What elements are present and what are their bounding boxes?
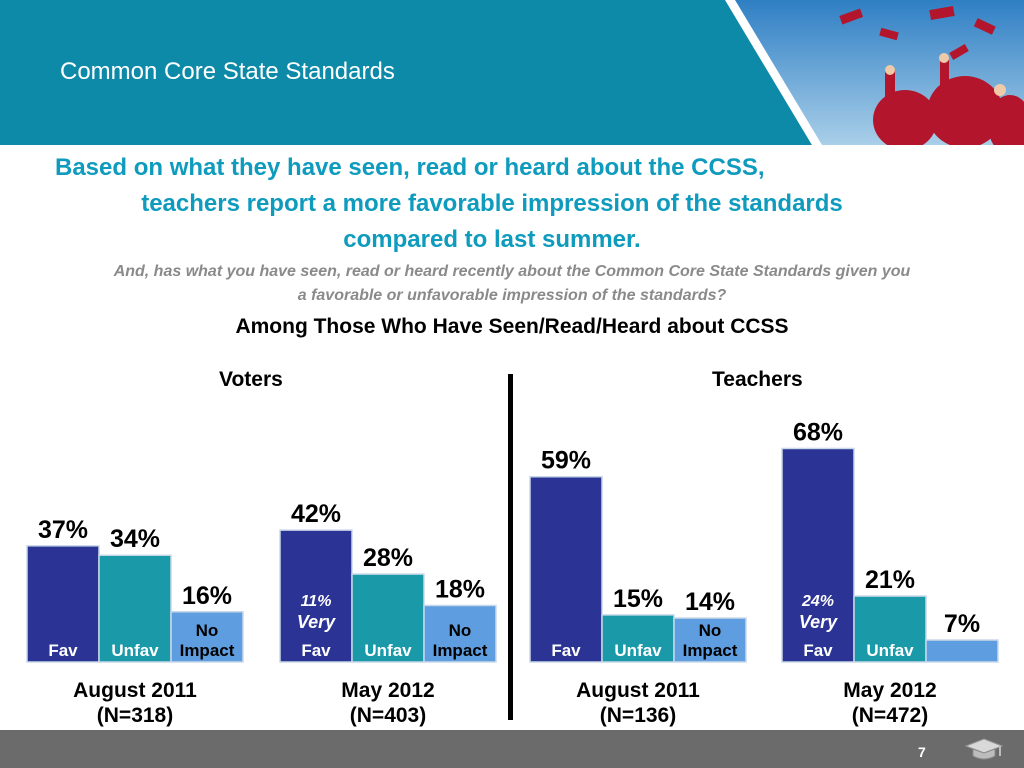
bar-fav xyxy=(781,447,855,663)
bar-label: Fav xyxy=(301,641,331,660)
value-label: 21% xyxy=(865,566,915,594)
bar-label: Unfav xyxy=(364,641,412,660)
group-label: August 2011 xyxy=(576,679,700,702)
bar-label: Fav xyxy=(803,641,833,660)
very-value: 11% xyxy=(301,593,332,610)
group-sample-size: (N=136) xyxy=(600,704,676,727)
group-label: August 2011 xyxy=(73,679,197,702)
chart-subtitle: Among Those Who Have Seen/Read/Heard abo… xyxy=(235,315,789,338)
bar-unfav xyxy=(853,595,927,663)
bar-label: No xyxy=(449,621,472,640)
headline-line-1: Based on what they have seen, read or he… xyxy=(55,154,765,181)
page-number: 7 xyxy=(918,744,926,760)
group-label: May 2012 xyxy=(341,679,434,702)
group-title-teachers: Teachers xyxy=(712,368,803,391)
value-label: 18% xyxy=(435,575,485,603)
very-label: Very xyxy=(297,612,336,632)
bar-label: Impact xyxy=(433,641,488,660)
group-sample-size: (N=472) xyxy=(852,704,928,727)
headline-line-3: compared to last summer. xyxy=(343,226,641,253)
bar-no-impact xyxy=(673,617,747,663)
value-label: 68% xyxy=(793,418,843,446)
bar-label: Unfav xyxy=(111,641,159,660)
value-label: 37% xyxy=(38,516,88,544)
headline-line-2: teachers report a more favorable impress… xyxy=(141,190,843,217)
bar-label: Fav xyxy=(551,641,581,660)
bar-fav xyxy=(26,545,100,663)
bar-label: Impact xyxy=(180,641,235,660)
bar-label: Impact xyxy=(683,641,738,660)
bar-no-impact xyxy=(925,639,999,663)
graduation-cap-icon xyxy=(964,738,1004,760)
value-label: 15% xyxy=(613,585,663,613)
bar-label: Unfav xyxy=(866,641,914,660)
bar-no-impact xyxy=(423,604,497,663)
value-label: 59% xyxy=(541,447,591,475)
value-label: 42% xyxy=(291,500,341,528)
very-label: Very xyxy=(799,612,838,632)
bar-unfav xyxy=(601,614,675,663)
bar-label: No xyxy=(699,621,722,640)
headline: Based on what they have seen, read or he… xyxy=(20,150,964,258)
bar-unfav xyxy=(351,573,425,663)
group-divider xyxy=(508,374,513,720)
question-line-1: And, has what you have seen, read or hea… xyxy=(113,263,911,280)
bar-fav xyxy=(529,475,603,663)
bar-label: No xyxy=(196,621,219,640)
value-label: 7% xyxy=(944,610,980,638)
group-title-voters: Voters xyxy=(219,368,283,391)
question-line-2: a favorable or unfavorable impression of… xyxy=(297,287,727,304)
survey-question: And, has what you have seen, read or hea… xyxy=(12,260,1012,308)
slide-title: Common Core State Standards xyxy=(60,58,395,85)
bar-no-impact xyxy=(170,611,244,663)
footer-bar xyxy=(0,730,1024,768)
value-label: 14% xyxy=(685,588,735,616)
bar-unfav xyxy=(98,554,172,663)
value-label: 16% xyxy=(182,582,232,610)
graduation-photo xyxy=(725,0,1024,145)
bar-label: Fav xyxy=(48,641,78,660)
group-sample-size: (N=318) xyxy=(97,704,173,727)
group-label: May 2012 xyxy=(843,679,936,702)
group-sample-size: (N=403) xyxy=(350,704,426,727)
bar-label: Unfav xyxy=(614,641,662,660)
value-label: 28% xyxy=(363,544,413,572)
value-label: 34% xyxy=(110,525,160,553)
very-value: 24% xyxy=(801,593,834,610)
